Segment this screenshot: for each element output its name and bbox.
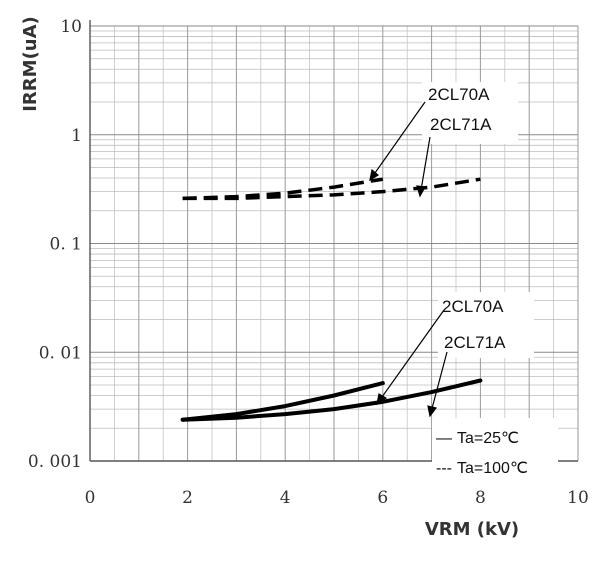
annotation-leaders bbox=[369, 101, 448, 418]
x-tick-label: 4 bbox=[280, 488, 291, 508]
y-tick-label: 1 bbox=[71, 126, 82, 146]
x-axis-title: VRM (kV) bbox=[425, 519, 519, 540]
legend-marker-solid: — bbox=[436, 430, 452, 447]
series-lines bbox=[180, 177, 483, 422]
y-axis-title: IRRM(uA) bbox=[20, 16, 41, 112]
series-line-2cl71a-100c bbox=[182, 177, 481, 201]
annotation-upper-2: 2CL71A bbox=[430, 115, 492, 134]
x-tick-label: 6 bbox=[377, 488, 388, 508]
leader-lower-2cl70a bbox=[376, 309, 445, 405]
arrow-lower-2cl71a bbox=[427, 405, 438, 418]
legend: — Ta=25℃ --- Ta=100℃ bbox=[436, 430, 528, 477]
y-tick-label: 10 bbox=[60, 17, 82, 37]
arrow-upper-2cl70a bbox=[369, 168, 380, 182]
annotation-box-upper bbox=[422, 82, 518, 144]
annotation-upper-1: 2CL70A bbox=[428, 85, 490, 104]
series-line-2cl71a-25c bbox=[180, 378, 483, 422]
legend-marker-dashed: --- bbox=[436, 460, 452, 477]
annotation-lower-2: 2CL71A bbox=[444, 333, 506, 352]
annotation-lower-1: 2CL70A bbox=[442, 297, 504, 316]
x-tick-label: 8 bbox=[475, 488, 486, 508]
x-tick-labels: 0 2 4 6 8 10 bbox=[85, 488, 589, 508]
arrow-lower-2cl70a bbox=[376, 393, 388, 406]
leader-upper-2cl70a bbox=[369, 101, 426, 181]
x-tick-label: 10 bbox=[567, 488, 589, 508]
y-tick-labels: 0. 001 0. 01 0. 1 1 10 bbox=[28, 17, 82, 472]
y-tick-label: 0. 1 bbox=[50, 235, 82, 255]
series-line-2cl70a-100c bbox=[182, 177, 384, 201]
legend-label-100: Ta=100℃ bbox=[457, 460, 528, 477]
x-tick-label: 2 bbox=[182, 488, 193, 508]
arrow-upper-2cl71a bbox=[416, 185, 426, 198]
series-line-2cl70a-25c bbox=[180, 381, 385, 422]
annotation-box-lower bbox=[438, 292, 534, 358]
y-tick-label: 0. 01 bbox=[39, 343, 82, 363]
x-tick-label: 0 bbox=[85, 488, 96, 508]
legend-box bbox=[432, 418, 558, 488]
y-tick-label: 0. 001 bbox=[28, 452, 82, 472]
leader-lower-2cl71a bbox=[429, 351, 448, 417]
legend-label-25: Ta=25℃ bbox=[457, 430, 519, 447]
